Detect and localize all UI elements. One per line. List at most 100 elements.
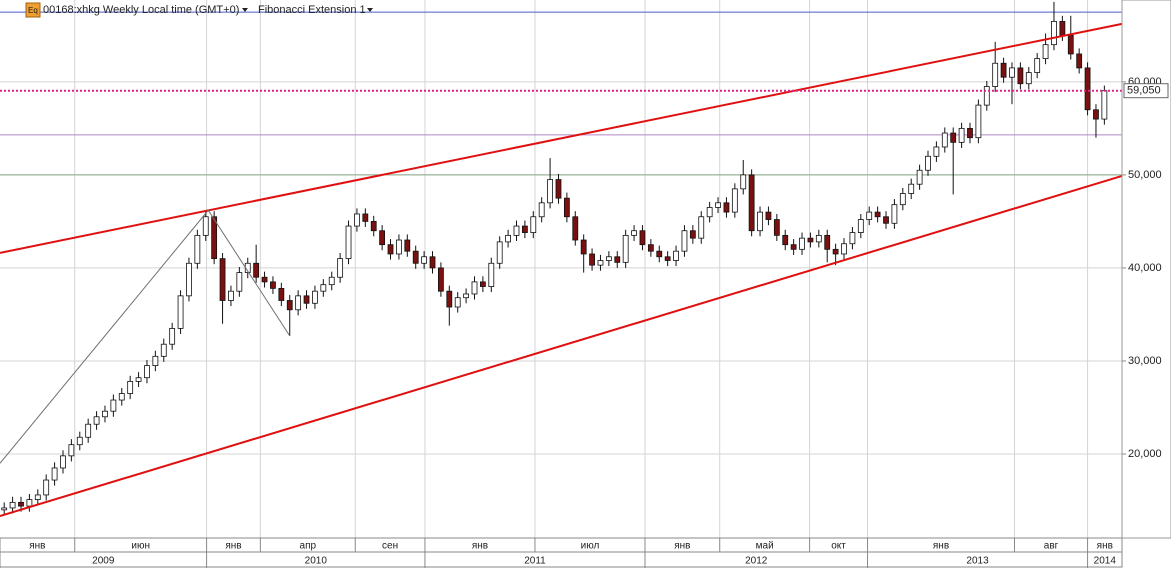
candle-body [673,250,679,261]
month-label: янв [933,541,949,552]
candle-body [967,127,973,139]
candle-body [866,211,873,220]
candle-body [320,284,327,292]
candle-body [975,104,982,139]
month-label: май [756,541,774,552]
price-label: 59,050 [1127,85,1161,97]
year-row [0,551,1123,568]
candle-body [698,216,705,239]
candle-body [362,213,369,222]
candle-body [563,197,570,218]
candle-body [706,207,713,218]
candle-body [51,467,58,481]
candle-body [160,343,167,357]
candle-body [152,355,159,367]
candle-body [1101,90,1108,120]
candle-body [438,267,444,292]
candle-body [547,179,553,204]
candle-body [530,216,537,233]
candle-body [832,248,839,255]
candle-body [202,216,209,236]
candle-body [1084,67,1091,111]
candle-body [488,262,495,287]
candle-body [799,237,805,250]
candle-body [270,281,276,289]
candle-body [883,216,889,224]
candle-body [899,193,906,206]
candle-body [286,300,293,311]
candle-body [26,499,33,507]
candle-body [76,436,83,446]
candle-body [580,239,587,255]
candle-body [639,230,646,246]
candle-body [186,262,192,297]
candle-body [354,213,360,227]
candle-body [471,281,478,295]
candle-body [597,260,604,266]
candle-body [1025,72,1032,85]
candle-body [496,241,503,264]
candle-body [815,234,822,243]
candle-body [396,239,402,255]
month-label: янв [1097,541,1113,552]
candle-body [379,230,386,246]
dropdown-arrow[interactable] [242,8,248,12]
candle-body [211,216,218,260]
candle-body [127,381,134,394]
candle-body [1067,34,1074,55]
month-label: июл [581,541,600,552]
year-label: 2012 [745,556,768,567]
trend-line [0,174,1123,517]
candle-body [1000,62,1007,78]
month-label: янв [225,541,241,552]
candle-body [538,202,545,218]
candle-body [941,132,948,148]
candle-body [757,211,763,232]
y-tick-label: 50,000 [1128,169,1162,181]
candle-body [144,365,150,379]
candle-body [236,272,243,292]
candle-body [689,230,696,239]
indicator-name[interactable]: Fibonacci Extension 1 [258,4,366,16]
trend-line [0,22,1123,254]
candle-body [194,234,201,264]
candle-body [169,328,176,345]
candle-body [85,423,92,438]
candle-body [429,256,436,269]
candle-body [278,287,285,301]
candle-body [9,501,16,509]
month-label: янв [674,541,690,552]
candle-body [723,202,730,213]
candle-body [555,179,562,199]
candle-body [68,444,75,457]
candle-body [18,501,24,507]
candle-body [715,202,721,208]
candle-body [219,258,226,301]
icon-label: Eq [28,6,38,15]
y-tick-label: 40,000 [1128,262,1162,274]
candle-body [605,256,612,261]
candle-body [782,234,789,246]
dropdown-arrow[interactable] [367,8,373,12]
candle-body [656,250,663,258]
candle-body [992,62,999,87]
chart-title[interactable]: 00168:xhkg Weekly Local time (GMT+0) [43,4,239,16]
price-box [1123,83,1169,99]
month-label: апр [300,541,317,552]
candle-body [337,258,344,278]
candle-body [345,225,352,260]
candle-body [807,237,814,243]
candle-body [43,479,50,496]
candle-body [1093,109,1099,120]
candle-body [857,219,864,233]
candle-body [479,281,486,287]
candle-body [228,290,234,301]
candle-body [908,183,915,194]
year-label: 2010 [305,556,328,567]
candle-body [790,244,797,250]
candle-body [572,216,579,241]
candle-body [1059,20,1066,36]
month-label: янв [29,541,45,552]
